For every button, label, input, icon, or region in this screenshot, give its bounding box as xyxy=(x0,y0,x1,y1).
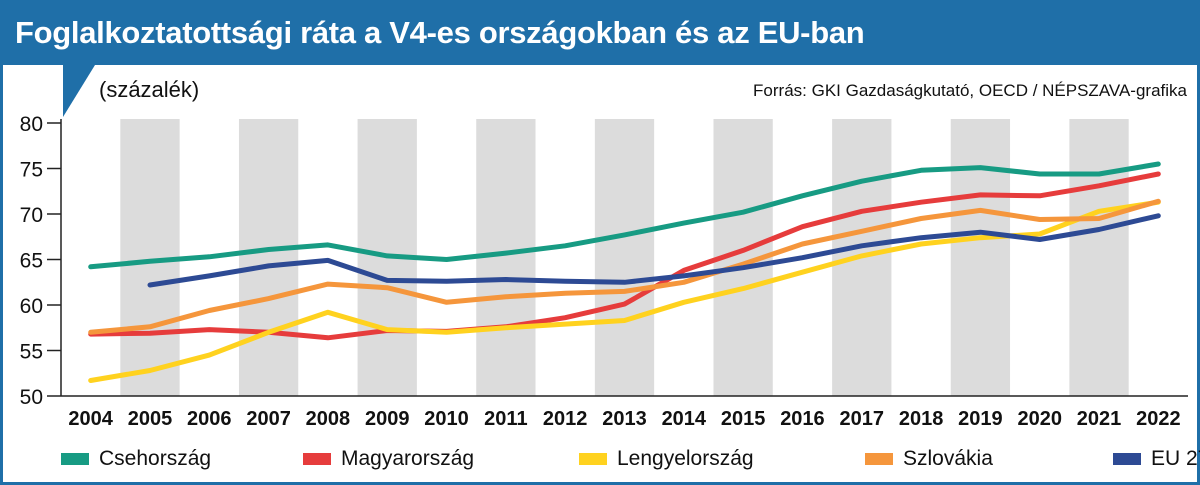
x-tick-label: 2006 xyxy=(187,408,232,430)
y-tick-label: 80 xyxy=(20,113,43,136)
grid-band xyxy=(950,119,1011,396)
series-line-4 xyxy=(88,198,1161,335)
x-tick-label: 2019 xyxy=(958,408,1003,430)
series-line-5 xyxy=(147,213,1161,288)
legend-label: Szlovákia xyxy=(903,447,993,470)
legend-label: EU 27 xyxy=(1151,447,1200,470)
unit-label: (százalék) xyxy=(99,77,200,102)
y-tick-label: 65 xyxy=(20,250,43,273)
grid-band xyxy=(594,119,655,396)
legend-item: Magyarország xyxy=(303,441,474,477)
x-tick-label: 2005 xyxy=(128,408,173,430)
y-tick-label: 60 xyxy=(20,295,43,318)
grid-band xyxy=(238,119,299,396)
legend-label: Magyarország xyxy=(341,447,475,470)
series-line-1 xyxy=(88,161,1161,270)
x-tick-label: 2017 xyxy=(840,408,885,430)
x-tick-label: 2007 xyxy=(246,408,291,430)
x-tick-label: 2022 xyxy=(1136,408,1181,430)
x-tick-label: 2013 xyxy=(602,408,647,430)
y-tick-label: 75 xyxy=(20,159,43,182)
legend: Csehország Magyarország Lengyelország Szlov… xyxy=(3,441,1200,477)
y-tick-label: 70 xyxy=(20,204,43,227)
x-tick-label: 2009 xyxy=(365,408,410,430)
legend-item: Csehország xyxy=(61,441,211,477)
legend-swatch xyxy=(303,453,331,465)
x-tick-label: 2010 xyxy=(424,408,469,430)
legend-swatch xyxy=(61,453,89,465)
legend-swatch xyxy=(579,453,607,465)
legend-item: Szlovákia xyxy=(865,441,993,477)
legend-label: Lengyelország xyxy=(617,447,754,470)
series-line-3 xyxy=(88,199,1161,383)
x-tick-label: 2020 xyxy=(1017,408,1062,430)
title-notch xyxy=(63,65,95,117)
legend-item: Lengyelország xyxy=(579,441,754,477)
x-tick-label: 2004 xyxy=(68,408,113,430)
x-tick-label: 2012 xyxy=(543,408,588,430)
y-tick-label: 55 xyxy=(20,341,43,364)
x-tick-label: 2015 xyxy=(721,408,766,430)
y-tick-label: 50 xyxy=(20,386,43,409)
legend-swatch xyxy=(1113,453,1141,465)
legend-swatch xyxy=(865,453,893,465)
x-tick-label: 2008 xyxy=(306,408,351,430)
x-tick-label: 2014 xyxy=(662,408,707,430)
chart-title: Foglalkoztatottsági ráta a V4-es országo… xyxy=(15,15,865,50)
legend-item: EU 27 xyxy=(1113,441,1200,477)
line-chart: 80 75 70 65 60 55 50 2004 2005 2006 2007 2008 2009 20… xyxy=(20,113,1188,430)
source-label: Forrás: GKI Gazdaságkutató, OECD / NÉPSZ… xyxy=(753,81,1187,100)
title-bar: Foglalkoztatottsági ráta a V4-es országo… xyxy=(3,3,1197,65)
legend-label: Csehország xyxy=(99,447,212,470)
x-tick-label: 2021 xyxy=(1077,408,1122,430)
x-tick-label: 2018 xyxy=(899,408,944,430)
grid-band xyxy=(1069,119,1129,396)
x-tick-label: 2016 xyxy=(780,408,825,430)
x-tick-label: 2011 xyxy=(484,408,527,430)
